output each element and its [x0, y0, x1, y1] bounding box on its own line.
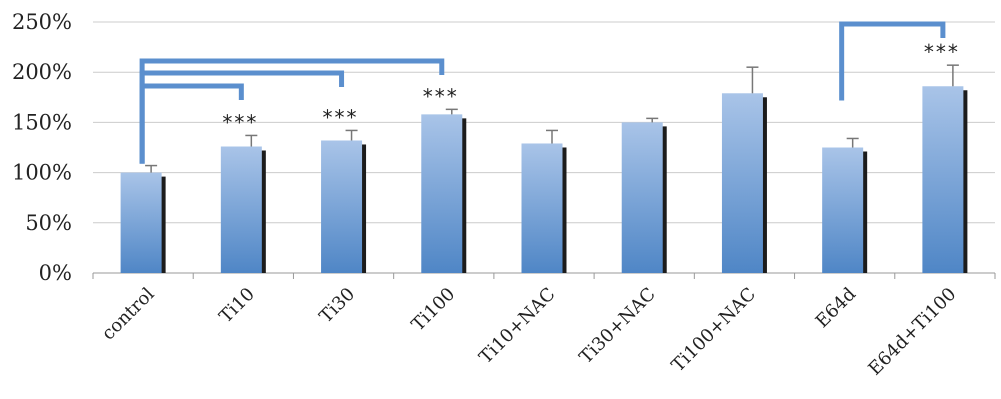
- x-tick-label: Ti10+NAC: [475, 284, 559, 368]
- bar-shadow: [862, 151, 868, 273]
- x-tick-label: Ti30: [315, 284, 359, 328]
- x-tick-label: control: [98, 284, 159, 345]
- x-tick-label: E64d: [812, 284, 860, 332]
- bar-shadow: [561, 147, 567, 273]
- bar-shadow: [461, 118, 467, 273]
- bar: [120, 172, 162, 273]
- x-tick-label: Ti100: [408, 284, 460, 336]
- x-tick-label: Ti30+NAC: [575, 284, 659, 368]
- bar: [621, 122, 663, 274]
- y-tick-label: 50%: [25, 211, 72, 235]
- x-tick-label: Ti10: [215, 284, 259, 328]
- bar-shadow: [761, 97, 767, 273]
- bar: [822, 147, 864, 273]
- bar: [421, 114, 463, 273]
- y-tick-label: 200%: [12, 60, 72, 84]
- x-tick-label: E64d+Ti100: [864, 284, 960, 380]
- bar: [220, 146, 262, 273]
- bar: [721, 93, 763, 273]
- bar-shadow: [260, 150, 266, 273]
- significance-labels: *** *** *** ***: [222, 40, 960, 134]
- bar-shadow: [160, 176, 166, 273]
- bar: [321, 140, 363, 273]
- bar: [521, 143, 563, 273]
- y-tick-label: 250%: [12, 10, 72, 34]
- bars: [120, 86, 968, 274]
- bar: [922, 86, 964, 273]
- comparison-brackets: [139, 21, 946, 164]
- comparison-bracket: [839, 21, 946, 101]
- y-tick-label: 100%: [12, 161, 72, 185]
- y-tick-label: 0%: [39, 261, 72, 285]
- error-bars: [145, 64, 959, 173]
- bar-shadow: [962, 90, 968, 273]
- y-tick-label: 150%: [12, 110, 72, 134]
- significance-label: ***: [423, 84, 459, 108]
- significance-label: ***: [323, 105, 359, 129]
- bar-shadow: [361, 144, 367, 273]
- y-axis-ticks: 0% 50% 100% 150% 200% 250%: [12, 10, 72, 285]
- significance-label: ***: [222, 110, 258, 134]
- x-axis-ticks: control Ti10 Ti30 Ti100 Ti10+NAC Ti30+NAC Ti10…: [98, 284, 961, 380]
- significance-label: ***: [924, 40, 960, 64]
- comparison-bracket: [139, 58, 445, 164]
- x-tick-label: Ti100+NAC: [668, 284, 760, 376]
- bar-shadow: [661, 126, 667, 274]
